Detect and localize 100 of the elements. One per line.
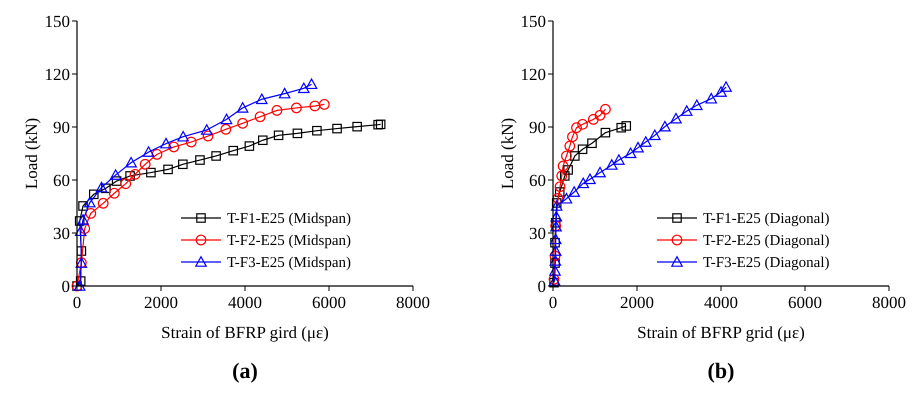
point xyxy=(256,93,268,104)
point xyxy=(659,120,671,132)
x-tick-label: 2000 xyxy=(620,293,654,312)
point xyxy=(578,144,588,154)
point xyxy=(146,168,156,178)
point xyxy=(577,178,590,188)
point xyxy=(291,102,302,114)
point xyxy=(552,192,564,204)
point xyxy=(570,151,580,161)
point xyxy=(632,142,644,152)
point xyxy=(112,176,122,186)
point xyxy=(237,118,248,129)
point xyxy=(202,130,214,142)
x-tick-label: 0 xyxy=(548,293,558,312)
point xyxy=(163,164,173,174)
point xyxy=(616,122,626,133)
point xyxy=(624,148,636,158)
point xyxy=(236,102,248,113)
point xyxy=(258,135,268,146)
point xyxy=(670,112,682,124)
point xyxy=(160,138,172,148)
point xyxy=(125,171,135,181)
point xyxy=(352,122,362,132)
y-tick-label: 0 xyxy=(538,277,546,296)
point xyxy=(600,104,611,115)
point xyxy=(318,98,330,110)
point xyxy=(550,218,560,228)
point xyxy=(228,146,238,156)
y-tick-label: 150 xyxy=(44,12,70,31)
point xyxy=(720,81,732,92)
point xyxy=(96,182,108,192)
point xyxy=(680,105,693,116)
point xyxy=(152,148,162,160)
x-tick-label: 6000 xyxy=(312,293,346,312)
point xyxy=(292,128,302,138)
point xyxy=(594,110,606,121)
text: (a) xyxy=(232,358,258,383)
point xyxy=(715,86,727,97)
point xyxy=(309,100,320,112)
point xyxy=(74,280,86,291)
point xyxy=(177,130,189,142)
point xyxy=(554,187,565,197)
point xyxy=(85,208,96,219)
point xyxy=(332,124,342,134)
point xyxy=(108,188,120,199)
point xyxy=(254,111,266,122)
legend-label: T-F3-E25 (Midspan) xyxy=(227,255,352,271)
point xyxy=(613,154,625,165)
x-tick-label: 8000 xyxy=(872,293,906,312)
point xyxy=(125,156,137,168)
point xyxy=(606,159,618,170)
point xyxy=(244,141,254,151)
point xyxy=(567,131,578,142)
point xyxy=(186,136,197,148)
point xyxy=(272,104,282,116)
y-axis-title: Load (kN) xyxy=(22,118,41,190)
legend-label: T-F1-E25 (Midspan) xyxy=(227,211,352,227)
point xyxy=(77,214,89,225)
point xyxy=(558,160,568,172)
y-tick-label: 120 xyxy=(44,65,70,84)
y-tick-label: 30 xyxy=(529,224,546,243)
point xyxy=(79,223,90,234)
point xyxy=(76,246,86,256)
y-tick-label: 150 xyxy=(520,12,546,31)
legend-label: T-F1-E25 (Diagonal) xyxy=(703,211,830,227)
y-axis-title: Load (kN) xyxy=(498,118,517,190)
point xyxy=(211,151,221,161)
point xyxy=(691,99,703,110)
point xyxy=(98,198,109,209)
point xyxy=(195,155,205,165)
y-tick-label: 120 xyxy=(520,65,546,84)
point xyxy=(564,140,576,152)
point xyxy=(600,128,610,138)
point xyxy=(76,276,86,286)
legend-label: T-F2-E25 (Midspan) xyxy=(227,233,352,249)
point xyxy=(561,150,572,162)
point xyxy=(552,198,562,208)
point xyxy=(549,265,561,276)
point xyxy=(312,126,322,136)
point xyxy=(560,192,572,204)
point xyxy=(587,138,597,148)
y-tick-label: 0 xyxy=(62,277,70,296)
point xyxy=(560,171,570,181)
text: (b) xyxy=(708,358,734,383)
point xyxy=(594,166,606,178)
point xyxy=(278,88,290,98)
point xyxy=(550,234,562,244)
x-axis-title: Strain of BFRP grid (με) xyxy=(637,323,805,342)
point xyxy=(168,142,180,152)
point xyxy=(550,200,562,211)
point xyxy=(556,170,568,182)
point xyxy=(554,181,566,192)
point xyxy=(78,201,88,211)
y-tick-label: 60 xyxy=(53,171,70,190)
point xyxy=(571,122,582,134)
point xyxy=(274,130,284,140)
point xyxy=(649,130,661,140)
point xyxy=(220,114,232,124)
y-tick-label: 60 xyxy=(529,171,546,190)
point xyxy=(220,124,232,135)
